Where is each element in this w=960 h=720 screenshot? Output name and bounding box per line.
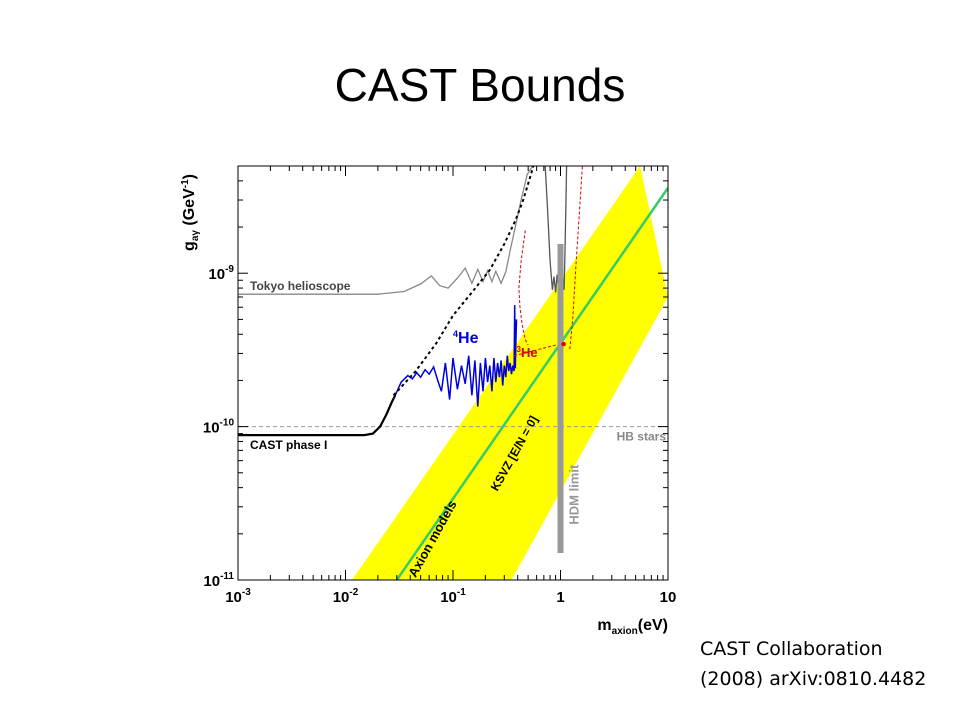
citation-line-2: (2008) arXiv:0810.4482 bbox=[700, 668, 927, 690]
x-axis-label: maxion(eV) bbox=[597, 617, 668, 637]
ksvz-line bbox=[395, 187, 668, 580]
label-he3: 3He bbox=[517, 345, 538, 360]
label-cast-phase1: CAST phase I bbox=[250, 438, 327, 452]
x-tick-label: 10-3 bbox=[225, 587, 251, 606]
label-tokyo-helioscope: Tokyo helioscope bbox=[250, 279, 351, 293]
series-he3-sensitivity bbox=[518, 230, 529, 346]
series-he3-upper-dash bbox=[569, 166, 583, 350]
x-tick-label: 10-2 bbox=[333, 587, 359, 606]
slide-title: CAST Bounds bbox=[334, 59, 626, 111]
y-tick-label: 10-11 bbox=[203, 571, 234, 590]
y-axis-label: gaγ (GeV-1) bbox=[180, 174, 201, 251]
citation: CAST Collaboration (2008) arXiv:0810.448… bbox=[700, 634, 926, 694]
x-tick-label: 10 bbox=[660, 589, 677, 606]
citation-line-1: CAST Collaboration bbox=[700, 638, 883, 660]
x-tick-label: 1 bbox=[556, 589, 564, 606]
series-he3 bbox=[513, 343, 566, 357]
y-tick-label: 10-10 bbox=[203, 418, 235, 437]
plot-area bbox=[238, 166, 668, 580]
label-hb-stars: HB stars bbox=[617, 430, 667, 444]
x-tick-label: 10-1 bbox=[440, 587, 466, 606]
label-he4: 4He bbox=[453, 329, 479, 347]
series-cast-projection bbox=[392, 166, 535, 396]
axion-models-band bbox=[352, 166, 668, 580]
series-tokyo bbox=[238, 166, 534, 295]
series-cast-phase1 bbox=[238, 394, 397, 437]
label-hdm-limit: HDM limit bbox=[567, 464, 582, 525]
series-he4 bbox=[394, 305, 518, 407]
y-tick-label: 10-9 bbox=[208, 264, 234, 283]
axion-exclusion-chart: 10-3 10-2 10-1 1 1010-1110-1010-9maxion(eV)g… bbox=[180, 165, 677, 637]
he3-endpoint-marker bbox=[561, 341, 566, 347]
